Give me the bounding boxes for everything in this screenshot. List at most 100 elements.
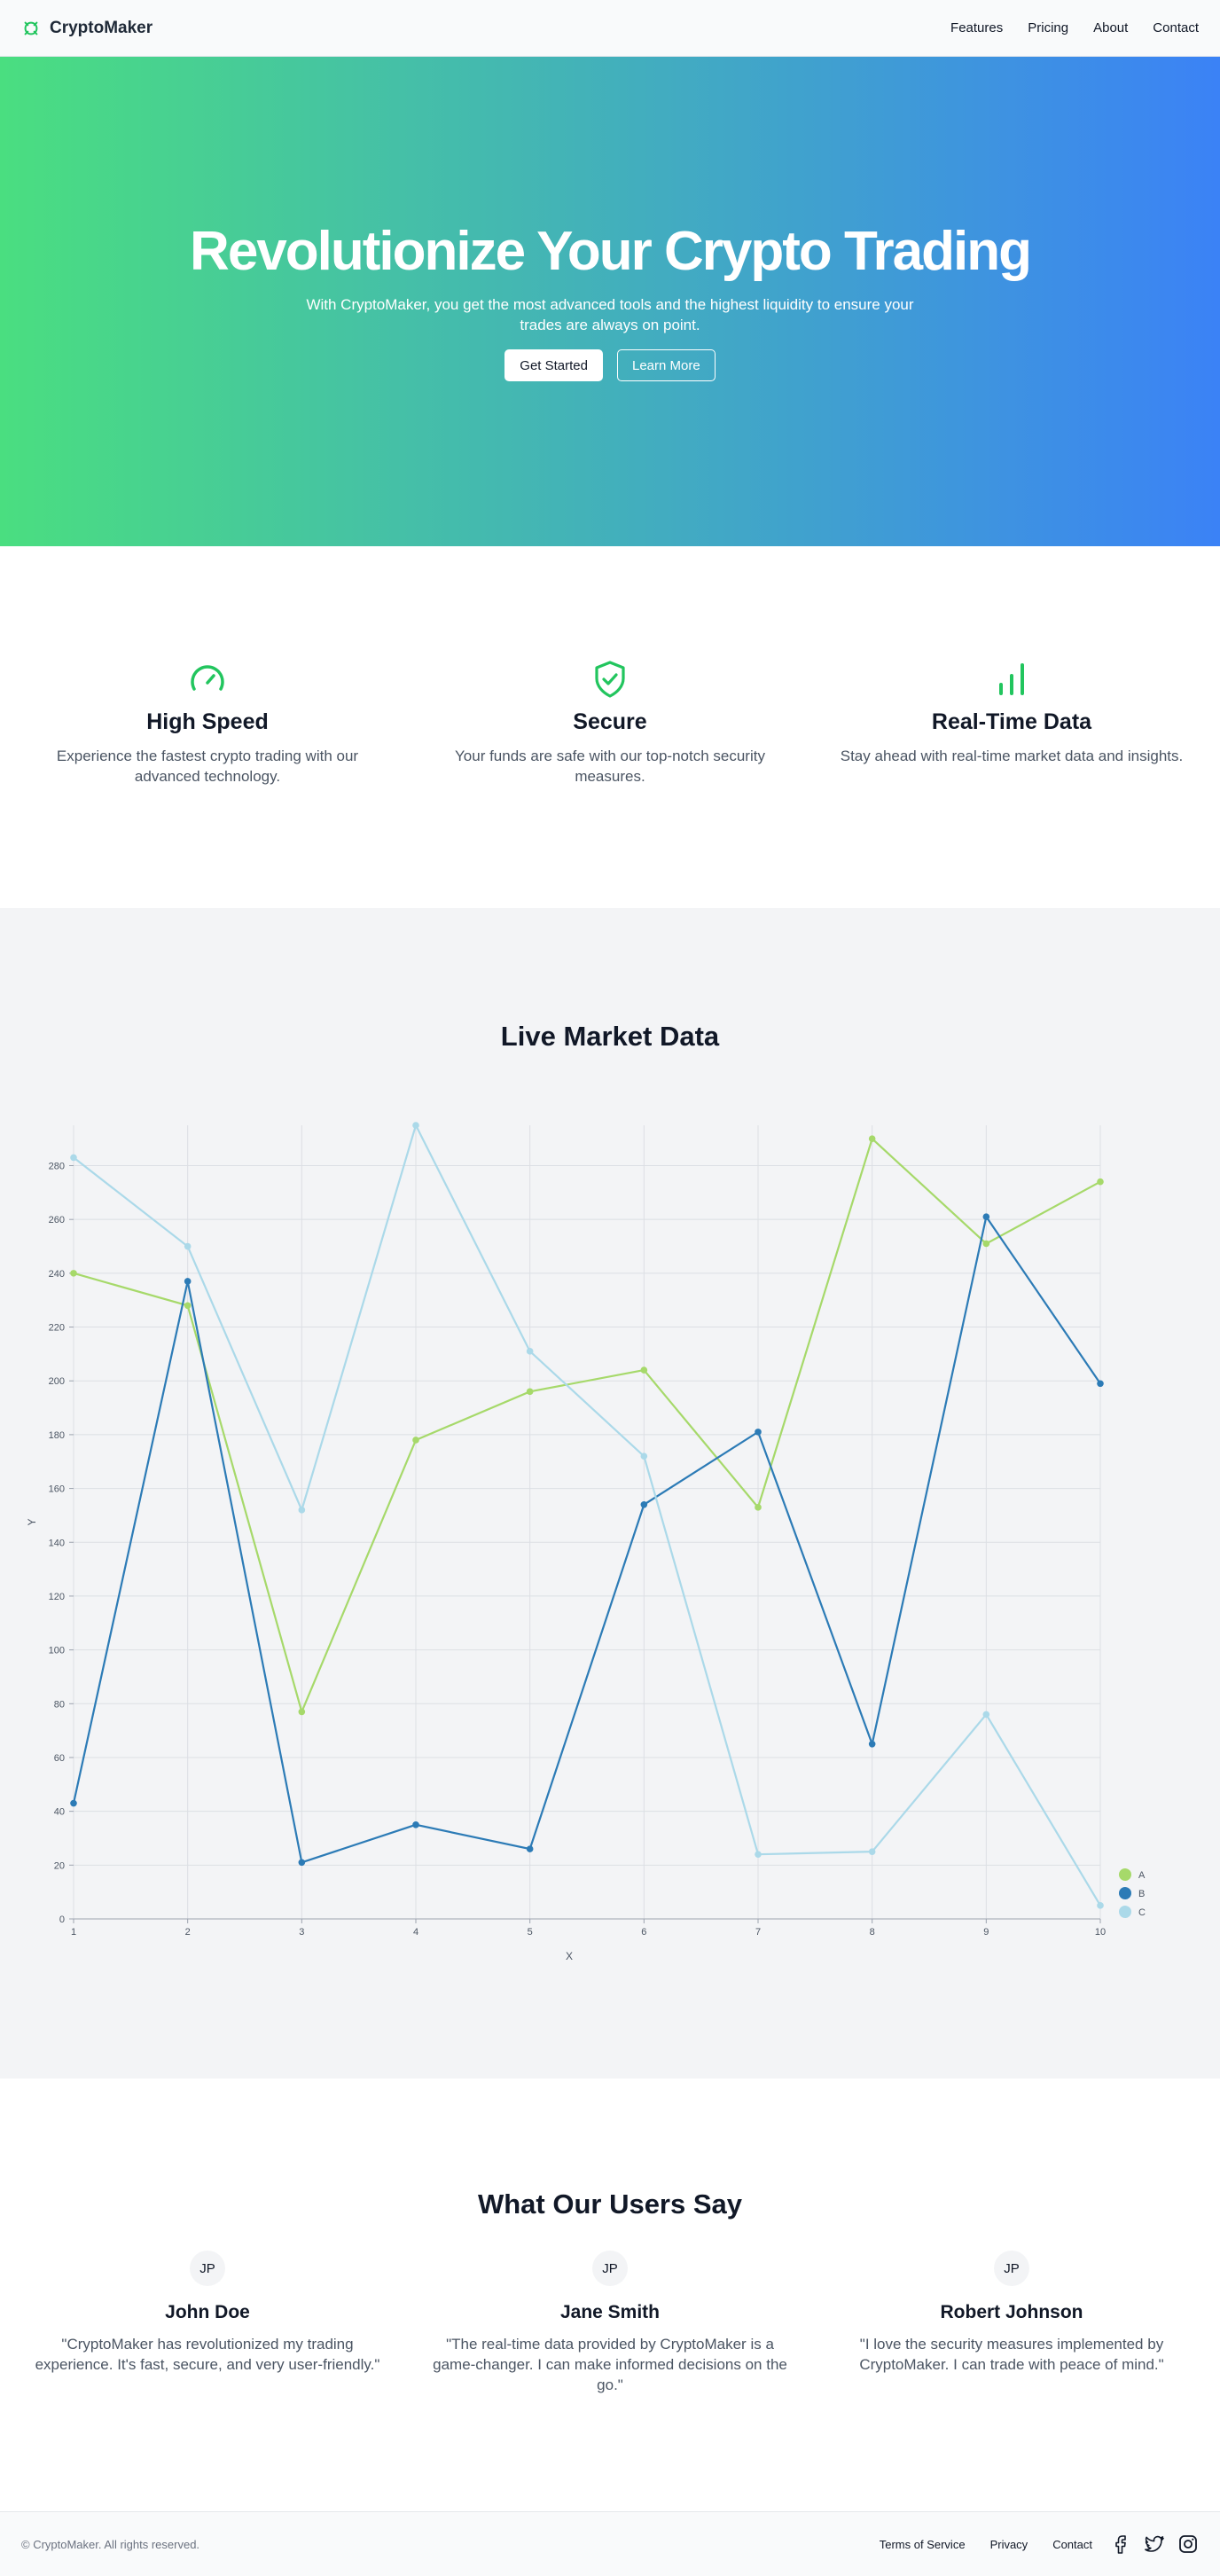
y-tick-label: 140 <box>49 1538 65 1548</box>
feature-title: High Speed <box>146 709 269 734</box>
feature-secure: Secure Your funds are safe with our top-… <box>433 658 787 787</box>
data-point-c <box>982 1711 990 1719</box>
legend-swatch-c <box>1119 1906 1131 1918</box>
feature-high-speed: High Speed Experience the fastest crypto… <box>30 658 385 787</box>
twitter-icon[interactable] <box>1144 2533 1165 2555</box>
market-data-section: Live Market Data 0 20 40 60 80 100 120 140 160 18… <box>0 908 1220 2079</box>
series-line-c <box>73 1123 1101 1907</box>
nav-about[interactable]: About <box>1093 20 1129 35</box>
data-point-a <box>184 1302 192 1310</box>
get-started-button[interactable]: Get Started <box>504 349 603 382</box>
footer-contact-link[interactable]: Contact <box>1052 2537 1092 2551</box>
feature-description: Stay ahead with real-time market data an… <box>840 748 1184 764</box>
market-line-chart: 0 20 40 60 80 100 120 140 160 180 200 220 240 260 280 1… <box>26 1122 1146 1962</box>
brand-name: CryptoMaker <box>50 18 153 37</box>
x-tick-label: 10 <box>1095 1927 1106 1938</box>
x-tick-label: 2 <box>185 1927 191 1938</box>
feature-title: Secure <box>573 709 647 734</box>
data-point-b <box>412 1821 419 1828</box>
social-links <box>1110 2533 1199 2555</box>
x-tick-label: 8 <box>870 1927 875 1938</box>
data-point-c <box>412 1122 419 1129</box>
nav-contact[interactable]: Contact <box>1153 20 1199 35</box>
data-point-c <box>755 1851 762 1858</box>
y-tick-label: 220 <box>49 1323 65 1334</box>
features-section: High Speed Experience the fastest crypto… <box>0 546 1220 908</box>
data-point-a <box>412 1437 419 1444</box>
y-tick-label: 240 <box>49 1269 65 1280</box>
testimonial-card: JP Robert Johnson "I love the security m… <box>825 2251 1198 2375</box>
data-point-a <box>640 1366 648 1374</box>
data-point-b <box>1097 1380 1104 1388</box>
data-point-b <box>755 1429 762 1436</box>
testimonials-section: What Our Users Say JP John Doe "CryptoMa… <box>0 2079 1220 2511</box>
x-tick-label: 5 <box>528 1927 533 1938</box>
bitcoin-ring-icon <box>24 21 38 35</box>
footer-privacy-link[interactable]: Privacy <box>989 2537 1028 2551</box>
y-tick-label: 100 <box>49 1646 65 1656</box>
legend-swatch-b <box>1119 1887 1131 1899</box>
site-footer: © CryptoMaker. All rights reserved. Term… <box>0 2511 1220 2576</box>
y-tick-label: 40 <box>54 1807 65 1818</box>
testimonial-name: John Doe <box>165 2302 250 2322</box>
data-point-b <box>526 1845 534 1852</box>
data-point-c <box>298 1507 306 1514</box>
testimonial-card: JP Jane Smith "The real-time data provid… <box>424 2251 796 2395</box>
testimonials-title: What Our Users Say <box>477 2188 743 2220</box>
x-tick-label: 3 <box>299 1927 304 1938</box>
testimonial-quote: "CryptoMaker has revolutionized my tradi… <box>35 2336 380 2373</box>
y-tick-label: 20 <box>54 1860 65 1871</box>
data-point-a <box>298 1708 306 1716</box>
shield-check-icon <box>595 661 625 698</box>
y-tick-label: 200 <box>49 1376 65 1387</box>
y-tick-label: 60 <box>54 1753 65 1764</box>
legend-label-a: A <box>1138 1870 1146 1881</box>
nav-features[interactable]: Features <box>950 20 1004 35</box>
x-tick-label: 9 <box>983 1927 989 1938</box>
data-point-b <box>184 1278 192 1285</box>
bar-chart-icon <box>999 663 1024 695</box>
y-axis-label: Y <box>26 1518 38 1525</box>
data-point-c <box>640 1452 648 1460</box>
y-tick-label: 80 <box>54 1699 65 1710</box>
facebook-icon[interactable] <box>1110 2533 1131 2555</box>
data-point-a <box>526 1388 534 1396</box>
hero-section: Revolutionize Your Crypto Trading With C… <box>0 57 1220 546</box>
logo[interactable]: CryptoMaker <box>21 19 152 38</box>
nav-pricing[interactable]: Pricing <box>1028 20 1069 35</box>
data-point-c <box>526 1348 534 1355</box>
copyright-text: © CryptoMaker. All rights reserved. <box>21 2537 200 2551</box>
y-tick-label: 160 <box>49 1484 65 1495</box>
footer-terms-link[interactable]: Terms of Service <box>879 2537 966 2551</box>
feature-description: Your funds are safe with our top-notch s… <box>455 748 765 785</box>
avatar: JP <box>190 2251 225 2286</box>
feature-title: Real-Time Data <box>931 709 1092 734</box>
learn-more-button[interactable]: Learn More <box>617 349 716 382</box>
data-point-c <box>1097 1902 1104 1909</box>
data-point-c <box>868 1848 876 1855</box>
hero-buttons: Get Started Learn More <box>504 349 716 382</box>
site-header: CryptoMaker Features Pricing About Conta… <box>0 0 1220 57</box>
testimonial-quote: "The real-time data provided by CryptoMa… <box>433 2336 787 2393</box>
legend-label-b: B <box>1138 1889 1145 1899</box>
x-tick-label: 4 <box>413 1927 418 1938</box>
series-line-a <box>73 1137 1101 1715</box>
series-line-b <box>72 1214 1101 1864</box>
data-point-b <box>70 1799 77 1807</box>
hero-subtitle: With CryptoMaker, you get the most advan… <box>306 296 914 334</box>
testimonial-name: Jane Smith <box>559 2302 661 2322</box>
feature-real-time-data: Real-Time Data Stay ahead with real-time… <box>834 658 1189 766</box>
data-point-a <box>868 1135 876 1142</box>
data-point-b <box>982 1213 990 1220</box>
market-title: Live Market Data <box>500 1021 720 1052</box>
x-tick-label: 7 <box>755 1927 761 1938</box>
feature-description: Experience the fastest crypto trading wi… <box>56 748 359 785</box>
data-point-b <box>298 1859 306 1867</box>
legend-label-c: C <box>1138 1907 1146 1918</box>
data-point-a <box>755 1504 762 1511</box>
footer-links: Terms of Service Privacy Contact <box>880 2533 1199 2555</box>
instagram-icon[interactable] <box>1177 2533 1199 2555</box>
y-tick-label: 120 <box>49 1592 65 1602</box>
avatar: JP <box>994 2251 1029 2286</box>
data-point-b <box>640 1500 648 1508</box>
